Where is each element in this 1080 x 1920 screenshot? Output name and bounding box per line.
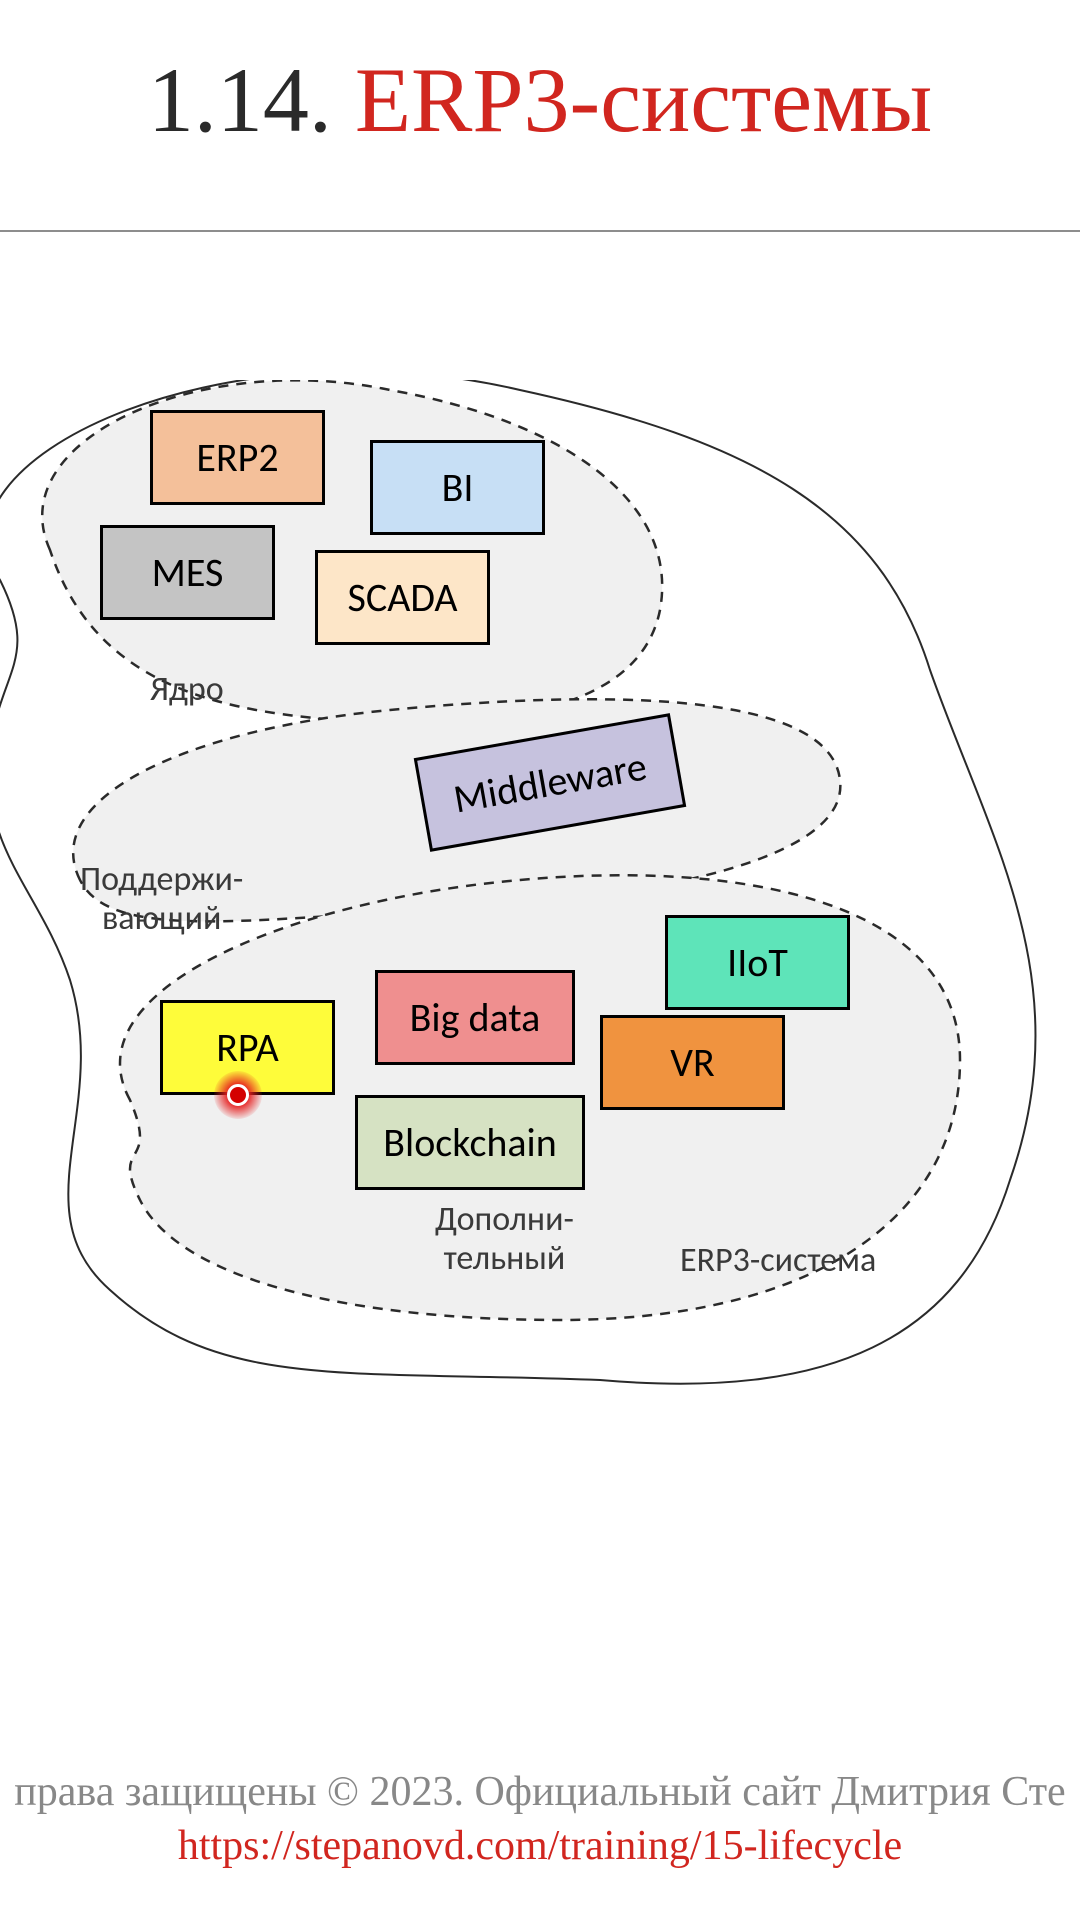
box-mes: MES — [100, 525, 275, 620]
box-vr-label: VR — [670, 1038, 714, 1087]
box-bigdata-label: Big data — [410, 993, 541, 1042]
box-iiot-label: IIoT — [727, 938, 788, 987]
footer-url: https://stepanovd.com/training/15-lifecy… — [0, 1822, 1080, 1870]
group-label-support: Поддержи- вающий — [80, 860, 243, 938]
box-blockchain: Blockchain — [355, 1095, 585, 1190]
box-iiot: IIoT — [665, 915, 850, 1010]
box-bi: BI — [370, 440, 545, 535]
box-erp2-label: ERP2 — [196, 433, 278, 482]
box-scada-label: SCADA — [347, 573, 457, 622]
box-mes-label: MES — [152, 548, 224, 597]
title-text: ERP3-системы — [355, 49, 932, 151]
box-erp2: ERP2 — [150, 410, 325, 505]
outer-system-label: ERP3-система — [680, 1240, 876, 1281]
page-title: 1.14. ERP3-системы — [0, 50, 1080, 151]
title-number: 1.14. — [148, 49, 332, 151]
box-vr: VR — [600, 1015, 785, 1110]
group-label-extra: Дополни- тельный — [435, 1200, 574, 1278]
box-scada: SCADA — [315, 550, 490, 645]
erp3-diagram: ERP2 BI MES SCADA Middleware IIoT Big da… — [0, 380, 1080, 1520]
box-blockchain-label: Blockchain — [383, 1118, 556, 1167]
box-rpa-label: RPA — [216, 1023, 279, 1072]
title-divider — [0, 230, 1080, 232]
box-middleware-label: Middleware — [450, 741, 650, 823]
group-label-core: Ядро — [150, 670, 224, 709]
box-bi-label: BI — [442, 463, 474, 512]
footer-copyright: права защищены © 2023. Официальный сайт … — [0, 1768, 1080, 1816]
box-bigdata: Big data — [375, 970, 575, 1065]
laser-pointer — [214, 1071, 262, 1119]
